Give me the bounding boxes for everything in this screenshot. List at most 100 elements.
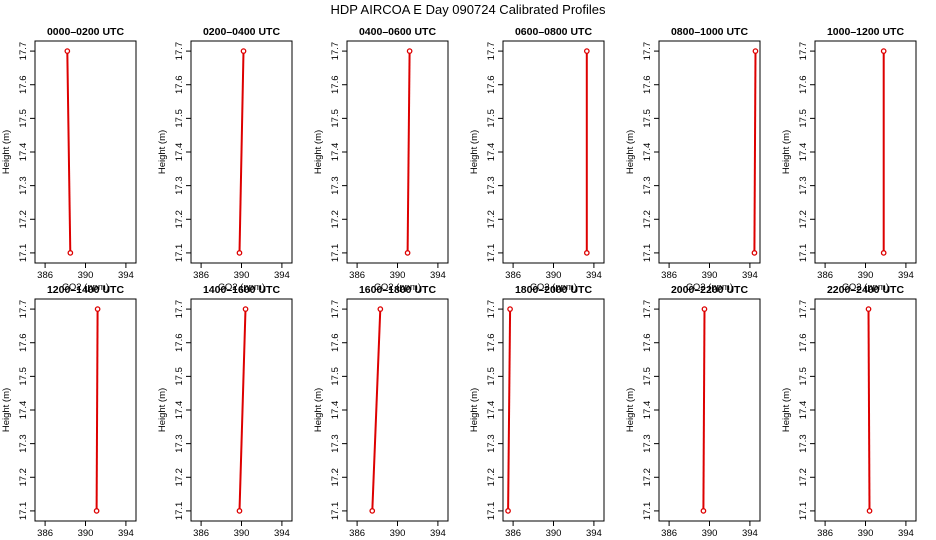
- y-tick-label: 17.5: [486, 367, 497, 386]
- plot-frame: [34, 298, 137, 522]
- y-axis-label: Height (m): [1, 388, 12, 432]
- y-tick-label: 17.4: [798, 143, 809, 162]
- y-tick-label: 17.3: [174, 176, 185, 195]
- x-tick-label: 394: [898, 528, 914, 539]
- profile-point: [242, 306, 249, 312]
- chart-panel: 0200–0400 UTC 386 390 394 CO2 (ppm) 17.1 17.2 1…: [157, 26, 293, 293]
- x-tick-label: 386: [193, 528, 209, 539]
- y-tick-label: 17.6: [330, 75, 341, 94]
- panel-title: 1000–1200 UTC: [827, 26, 904, 38]
- y-tick-label: 17.5: [642, 367, 653, 386]
- chart-panel: 2200–2400 UTC 386 390 394 CO2 (ppm) 17.1 17.2 1…: [781, 284, 917, 539]
- plot-frame: [658, 40, 761, 264]
- y-tick-label: 17.1: [330, 502, 341, 520]
- x-tick-label: 394: [118, 528, 134, 539]
- y-tick-label: 17.7: [486, 300, 497, 319]
- chart-panel: 0600–0800 UTC 386 390 394 CO2 (ppm) 17.1 17.2 1…: [469, 26, 605, 293]
- y-tick-label: 17.7: [18, 300, 29, 319]
- x-axis-label: CO2 (ppm): [530, 282, 577, 293]
- y-tick-label: 17.5: [174, 109, 185, 128]
- x-tick-label: 394: [274, 270, 290, 281]
- x-tick-label: 394: [586, 528, 602, 539]
- y-axis-label: Height (m): [1, 130, 12, 174]
- plot-frame: [814, 40, 917, 264]
- profile-point: [369, 508, 376, 514]
- y-tick-label: 17.3: [18, 176, 29, 195]
- x-tick-label: 390: [78, 528, 94, 539]
- y-tick-label: 17.3: [174, 434, 185, 453]
- y-tick-label: 17.5: [18, 109, 29, 128]
- chart-panel: 1000–1200 UTC 386 390 394 CO2 (ppm) 17.1 17.2 1…: [781, 26, 917, 293]
- plot-frame: [34, 40, 137, 264]
- y-tick-label: 17.6: [642, 75, 653, 94]
- x-tick-label: 386: [37, 528, 53, 539]
- x-tick-label: 386: [193, 270, 209, 281]
- y-axis-label: Height (m): [469, 388, 480, 432]
- x-tick-label: 394: [118, 270, 134, 281]
- x-tick-label: 386: [817, 528, 833, 539]
- y-tick-label: 17.4: [174, 143, 185, 162]
- y-tick-label: 17.4: [642, 143, 653, 162]
- y-tick-label: 17.3: [330, 434, 341, 453]
- y-tick-label: 17.5: [798, 109, 809, 128]
- y-tick-label: 17.6: [798, 75, 809, 94]
- panel-title: 1200–1400 UTC: [47, 284, 124, 296]
- profile-line: [238, 51, 245, 253]
- y-tick-label: 17.4: [18, 143, 29, 162]
- y-tick-label: 17.7: [330, 42, 341, 61]
- y-tick-label: 17.2: [486, 468, 497, 487]
- y-tick-label: 17.7: [174, 42, 185, 61]
- y-axis-label: Height (m): [313, 388, 324, 432]
- y-tick-label: 17.2: [798, 468, 809, 487]
- y-axis-label: Height (m): [781, 130, 792, 174]
- chart-panel: 1200–1400 UTC 386 390 394 CO2 (ppm) 17.1 17.2 1…: [1, 284, 137, 539]
- y-tick-label: 17.3: [18, 434, 29, 453]
- x-tick-label: 390: [78, 270, 94, 281]
- x-tick-label: 394: [742, 528, 758, 539]
- plot-frame: [502, 298, 605, 522]
- y-tick-label: 17.3: [798, 176, 809, 195]
- y-tick-label: 17.6: [798, 333, 809, 352]
- x-axis-label: CO2 (ppm): [62, 282, 109, 293]
- y-tick-label: 17.6: [642, 333, 653, 352]
- y-tick-label: 17.2: [798, 210, 809, 229]
- chart-panel: 0800–1000 UTC 386 390 394 CO2 (ppm) 17.1 17.2 1…: [625, 26, 761, 293]
- chart-panel: 0400–0600 UTC 386 390 394 CO2 (ppm) 17.1 17.2 1…: [313, 26, 449, 293]
- profile-line: [753, 51, 757, 253]
- panel-title: 0600–0800 UTC: [515, 26, 592, 38]
- x-tick-label: 386: [505, 528, 521, 539]
- x-tick-label: 386: [349, 270, 365, 281]
- y-tick-label: 17.5: [18, 367, 29, 386]
- x-tick-label: 386: [37, 270, 53, 281]
- profile-point: [377, 306, 384, 312]
- x-tick-label: 390: [546, 528, 562, 539]
- y-tick-label: 17.6: [486, 333, 497, 352]
- profile-line: [66, 51, 72, 253]
- y-tick-label: 17.4: [330, 401, 341, 420]
- y-tick-label: 17.4: [174, 401, 185, 420]
- y-tick-label: 17.1: [798, 502, 809, 520]
- x-axis-label: CO2 (ppm): [218, 282, 265, 293]
- y-tick-label: 17.7: [798, 42, 809, 61]
- y-tick-label: 17.2: [174, 210, 185, 229]
- y-tick-label: 17.2: [330, 210, 341, 229]
- y-tick-label: 17.1: [330, 244, 341, 263]
- y-tick-label: 17.6: [174, 333, 185, 352]
- y-tick-label: 17.1: [174, 244, 185, 263]
- profile-point: [236, 250, 243, 256]
- y-tick-label: 17.7: [486, 42, 497, 61]
- x-tick-label: 390: [702, 528, 718, 539]
- profile-line: [507, 309, 512, 511]
- y-tick-label: 17.4: [486, 401, 497, 420]
- y-tick-label: 17.7: [174, 300, 185, 319]
- y-tick-label: 17.1: [18, 502, 29, 520]
- profile-point: [505, 508, 511, 514]
- y-tick-label: 17.6: [18, 333, 29, 352]
- y-tick-label: 17.1: [486, 244, 497, 263]
- x-tick-label: 386: [661, 270, 677, 281]
- y-tick-label: 17.7: [330, 300, 341, 319]
- profile-point: [583, 48, 590, 54]
- profile-line: [406, 51, 411, 253]
- x-tick-label: 390: [234, 270, 250, 281]
- plot-frame: [658, 298, 761, 522]
